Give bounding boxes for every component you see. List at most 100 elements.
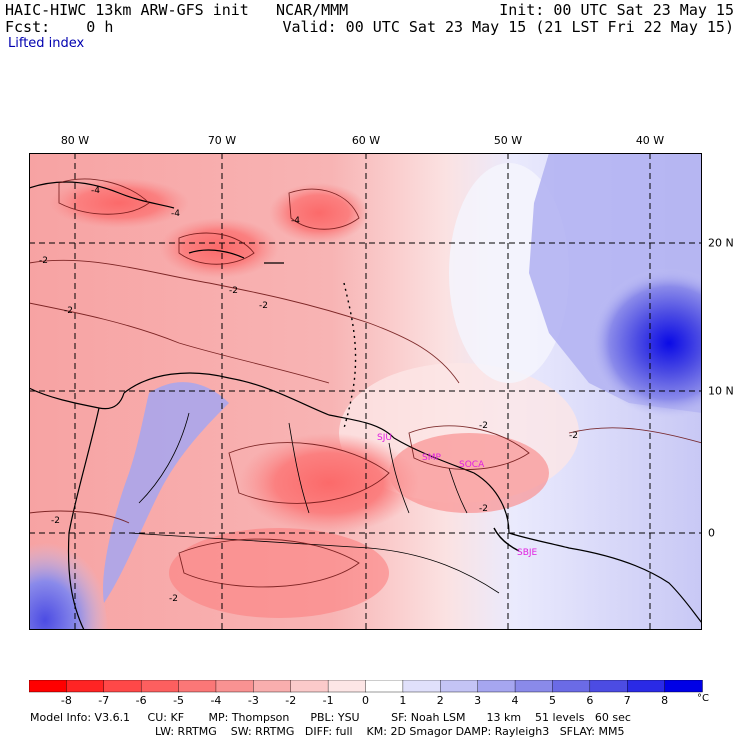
colorbar-cell xyxy=(477,680,516,693)
colorbar-cell xyxy=(327,680,367,693)
colorbar-ticks: -8 -7 -6 -5 -4 -3 -2 -1 0 1 2 3 4 5 6 7 8 xyxy=(61,694,668,706)
contours xyxy=(29,178,702,588)
contour-label: -2 xyxy=(479,504,488,514)
lat-label-0: 0 xyxy=(708,526,715,540)
contour-line xyxy=(58,178,150,215)
colorbar-tick-label: -4 xyxy=(210,694,221,706)
unstable-hispaniola xyxy=(159,218,279,278)
colorbar-cell xyxy=(140,680,180,693)
init-time: Init: 00 UTC Sat 23 May 15 xyxy=(499,1,734,19)
contour-line xyxy=(288,188,360,230)
coast-south-america xyxy=(123,372,702,624)
colorbar-cell xyxy=(589,680,628,693)
contour-label: -2 xyxy=(51,516,60,526)
colorbar-cell xyxy=(365,680,404,693)
colorbar-tick-label: 4 xyxy=(512,694,519,706)
lifted-index-map: -4 -4 -4 -2 -2 -2 -2 -2 -2 -2 -2 -2 SJU … xyxy=(29,153,702,630)
lon-label-60w: 60 W xyxy=(351,134,381,147)
contour-line xyxy=(178,538,360,588)
colorbar-cell xyxy=(402,680,441,693)
country-border xyxy=(288,422,310,514)
field-name: Lifted index xyxy=(8,36,85,51)
map-frame xyxy=(29,153,702,630)
contour-label: -2 xyxy=(259,301,268,311)
colorbar-tick-label: -2 xyxy=(285,694,296,706)
station-smp: SMP xyxy=(422,453,441,463)
lon-label-40w: 40 W xyxy=(635,134,665,147)
colorbar-cell xyxy=(178,680,217,693)
contour-label: -4 xyxy=(171,209,180,219)
contour-line xyxy=(568,427,702,444)
country-border xyxy=(128,532,500,594)
contour-line xyxy=(29,259,460,384)
model-title: HAIC-HIWC 13km ARW-GFS init NCAR/MMM xyxy=(5,1,349,19)
contour-line xyxy=(29,510,130,524)
contour-label: -2 xyxy=(64,306,73,316)
unstable-guianas xyxy=(389,433,549,513)
colorbar-cell xyxy=(253,680,292,693)
colorbar: -8 -7 -6 -5 -4 -3 -2 -1 0 1 2 3 4 5 6 7 8 xyxy=(29,680,703,706)
unstable-amazon xyxy=(169,528,389,618)
stations: SJU SMP SOCA SBJE xyxy=(377,433,538,558)
colorbar-tick-label: -7 xyxy=(98,694,109,706)
colorbar-cell xyxy=(290,680,329,693)
coast-hispaniola xyxy=(188,249,245,259)
colorbar-tick-label: 8 xyxy=(661,694,668,706)
country-border xyxy=(448,467,468,514)
colorbar-cell xyxy=(215,680,255,693)
colorbar-tick-label: 6 xyxy=(586,694,593,706)
colorbar-cell xyxy=(66,680,105,693)
colorbar-cell xyxy=(627,680,666,693)
colorbar-cell xyxy=(440,680,479,693)
coast-pacific xyxy=(67,407,100,630)
colorbar-tick-label: 3 xyxy=(474,694,481,706)
contour-label: -2 xyxy=(569,431,578,441)
model-info-line1: Model Info: V3.6.1 CU: KF MP: Thompson P… xyxy=(30,711,631,724)
contour-label: -2 xyxy=(169,594,178,604)
colorbar-unit: °C xyxy=(697,693,709,704)
stable-streak xyxy=(103,382,229,603)
lat-lon-grid xyxy=(29,153,702,630)
coast-amazon-delta xyxy=(493,527,520,552)
colorbar-cell xyxy=(514,680,554,693)
colorbar-cell xyxy=(103,680,142,693)
colorbar-tick-label: 7 xyxy=(624,694,631,706)
coastlines xyxy=(29,181,702,630)
contour-line xyxy=(178,232,255,265)
colorbar-tick-label: 5 xyxy=(549,694,556,706)
valid-time: Valid: 00 UTC Sat 23 May 15 (21 LST Fri … xyxy=(282,18,734,36)
station-sju: SJU xyxy=(377,433,392,443)
colorbar-tick-label: -6 xyxy=(136,694,147,706)
contour-label: -4 xyxy=(291,216,300,226)
forecast-hour: Fcst: 0 h xyxy=(5,18,114,36)
contour-labels: -4 -4 -4 -2 -2 -2 -2 -2 -2 -2 -2 -2 xyxy=(39,186,578,604)
station-soca: SOCA xyxy=(459,460,485,470)
lon-label-80w: 80 W xyxy=(60,134,90,147)
colorbar-cell xyxy=(664,680,703,693)
colorbar-tick-label: -5 xyxy=(173,694,184,706)
lon-label-50w: 50 W xyxy=(493,134,523,147)
coast-cuba xyxy=(29,181,175,209)
colorbar-tick-label: -1 xyxy=(323,694,334,706)
contour-label: -4 xyxy=(91,186,100,196)
contour-label: -2 xyxy=(229,286,238,296)
contour-line xyxy=(408,425,530,470)
unstable-atlantic xyxy=(269,183,369,243)
colorbar-tick-label: -8 xyxy=(61,694,72,706)
country-border xyxy=(138,412,190,504)
contour-line xyxy=(228,442,390,504)
lat-label-20n: 20 N xyxy=(708,236,734,250)
lat-label-10n: 10 N xyxy=(708,384,734,398)
colorbar-tick-label: 1 xyxy=(399,694,406,706)
colorbar-cells xyxy=(29,680,703,693)
colorbar-cell xyxy=(29,680,68,693)
country-border xyxy=(388,442,410,514)
stable-core xyxy=(589,268,702,418)
colorbar-tick-label: 2 xyxy=(437,694,444,706)
model-info-line2: LW: RRTMG SW: RRTMG DIFF: full KM: 2D Sm… xyxy=(155,725,625,738)
colorbar-tick-label: -3 xyxy=(248,694,259,706)
lon-label-70w: 70 W xyxy=(207,134,237,147)
unstable-venezuela xyxy=(239,433,419,533)
contour-label: -2 xyxy=(39,256,48,266)
contour-label: -2 xyxy=(479,421,488,431)
